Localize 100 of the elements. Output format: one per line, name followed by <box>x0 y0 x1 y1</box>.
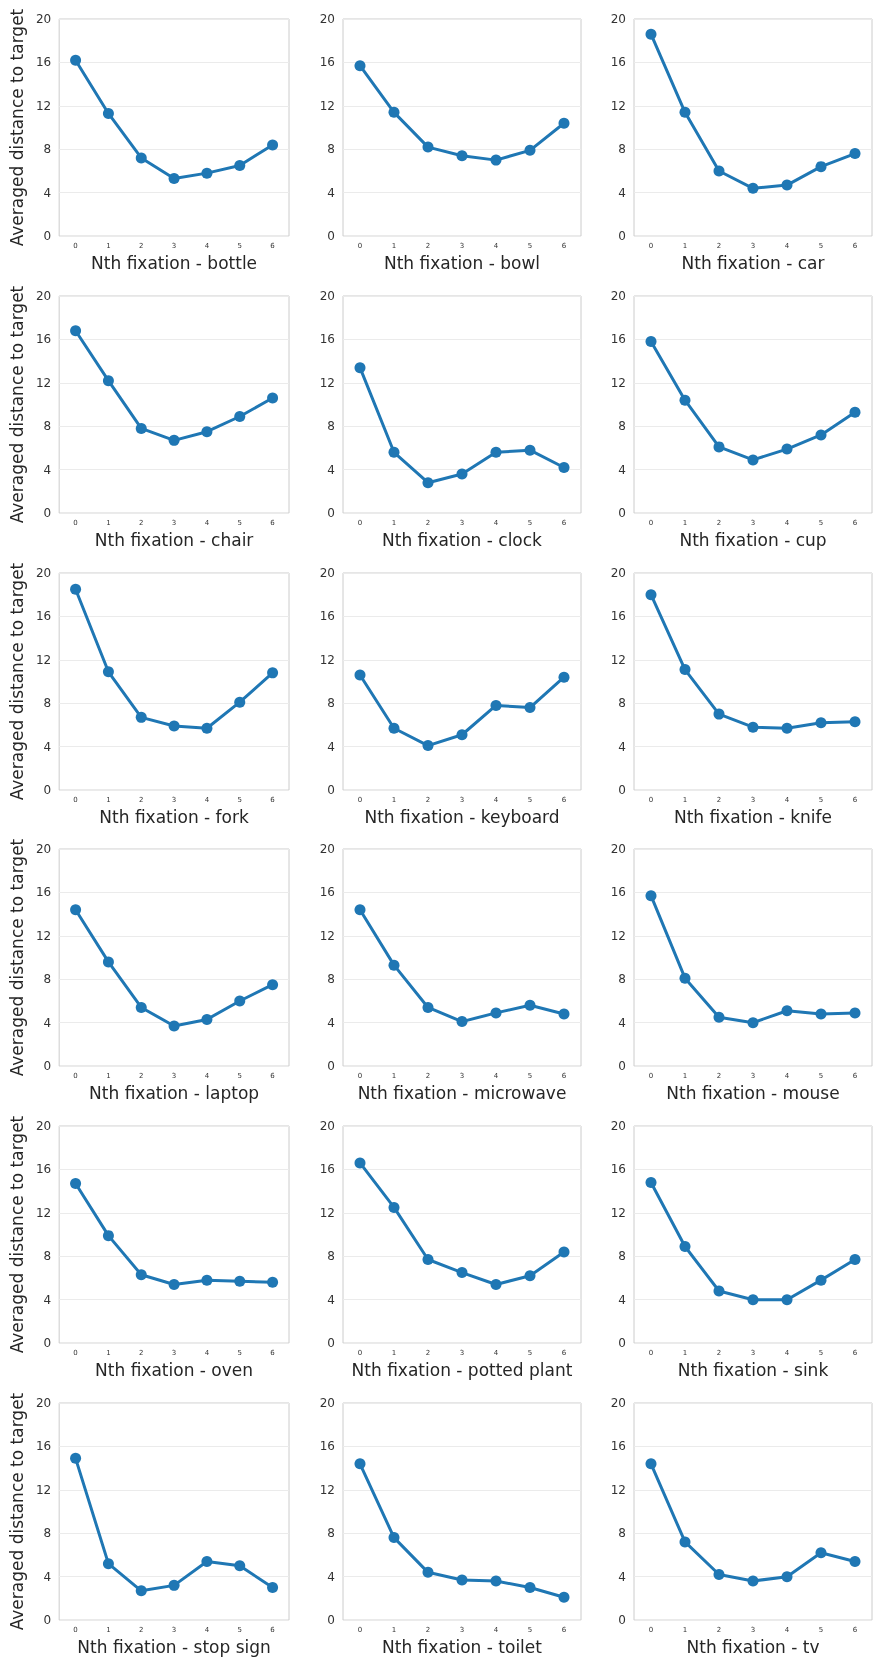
point <box>713 708 725 720</box>
point <box>102 107 114 119</box>
x-axis-title: Nth fixation - car <box>681 252 825 273</box>
y-tick-label: 16 <box>35 332 52 347</box>
y-tick-label: 4 <box>327 739 335 754</box>
point <box>234 1275 246 1287</box>
point <box>558 117 570 129</box>
y-tick-label: 12 <box>319 1482 335 1497</box>
x-axis-title: Nth fixation - sink <box>678 1359 829 1380</box>
point <box>524 1582 536 1594</box>
y-tick-label: 12 <box>35 1206 52 1221</box>
point <box>456 728 468 740</box>
x-axis-title: Nth fixation - microwave <box>357 1082 567 1103</box>
y-tick-label: 16 <box>319 55 335 70</box>
point <box>234 410 246 422</box>
y-tick-label: 20 <box>611 288 627 303</box>
point <box>168 720 180 732</box>
y-tick-label: 16 <box>611 885 627 900</box>
point <box>781 179 793 191</box>
point <box>524 444 536 456</box>
point <box>267 1582 279 1594</box>
point <box>679 394 691 406</box>
y-tick-label: 4 <box>618 1292 627 1307</box>
y-tick-label: 16 <box>611 1162 627 1177</box>
point <box>747 182 759 194</box>
point <box>490 154 502 166</box>
point <box>70 325 82 337</box>
point <box>490 1279 502 1291</box>
x-axis-title: Nth fixation - keyboard <box>364 806 560 827</box>
point <box>267 666 279 678</box>
y-tick-label: 8 <box>43 695 52 710</box>
y-tick-label: 8 <box>43 142 52 157</box>
x-axis-title: Nth fixation - toilet <box>381 1636 542 1657</box>
point <box>388 1532 400 1544</box>
point <box>422 1254 434 1266</box>
y-tick-label: 20 <box>35 1119 52 1134</box>
y-tick-label: 16 <box>611 1439 627 1454</box>
y-tick-label: 20 <box>611 12 627 26</box>
point <box>456 1574 468 1586</box>
point <box>168 1579 180 1591</box>
y-tick-label: 20 <box>611 565 627 580</box>
y-tick-label: 16 <box>319 885 335 900</box>
point <box>388 446 400 458</box>
y-tick-label: 4 <box>618 185 627 200</box>
y-tick-label: 12 <box>319 1206 335 1221</box>
y-tick-label: 12 <box>35 929 52 944</box>
y-tick-label: 8 <box>43 419 52 434</box>
point <box>645 588 657 600</box>
point <box>422 739 434 751</box>
y-tick-label: 12 <box>611 929 627 944</box>
x-axis-title: Nth fixation - tv <box>686 1636 820 1657</box>
y-tick-label: 4 <box>43 1569 52 1584</box>
y-tick-label: 20 <box>319 565 335 580</box>
y-tick-label: 20 <box>319 1396 335 1410</box>
point <box>354 904 366 916</box>
y-tick-label: 16 <box>35 1162 52 1177</box>
point <box>849 715 861 727</box>
point <box>747 1575 759 1587</box>
y-tick-label: 20 <box>35 12 52 26</box>
point <box>354 60 366 72</box>
y-tick-label: 12 <box>35 98 52 113</box>
y-tick-label: 12 <box>611 375 627 390</box>
point <box>102 1230 114 1242</box>
y-tick-label: 16 <box>319 332 335 347</box>
point <box>201 1555 213 1567</box>
point <box>234 995 246 1007</box>
point <box>422 1002 434 1014</box>
point <box>422 477 434 488</box>
point <box>815 429 827 441</box>
y-tick-label: 4 <box>618 462 627 477</box>
y-tick-label: 8 <box>618 1526 627 1541</box>
point <box>388 960 400 972</box>
x-axis-title: Nth fixation - clock <box>381 529 542 550</box>
y-tick-label: 8 <box>618 419 627 434</box>
y-tick-label: 12 <box>611 98 627 113</box>
y-tick-label: 12 <box>319 98 335 113</box>
y-tick-label: 4 <box>43 185 52 200</box>
x-axis-title: Nth fixation - laptop <box>89 1082 260 1103</box>
y-tick-label: 12 <box>35 652 52 667</box>
y-tick-label: 4 <box>327 185 335 200</box>
point <box>815 1547 827 1559</box>
y-tick-label: 4 <box>43 739 52 754</box>
y-tick-label: 4 <box>327 1016 335 1031</box>
y-tick-label: 8 <box>618 1249 627 1264</box>
x-axis-title: Nth fixation - potted plant <box>351 1359 573 1380</box>
y-tick-label: 16 <box>35 55 52 70</box>
y-tick-label: 4 <box>327 462 335 477</box>
x-axis-title: Nth fixation - fork <box>99 806 249 827</box>
point <box>388 106 400 118</box>
point <box>234 160 246 172</box>
point <box>490 1575 502 1587</box>
y-tick-label: 16 <box>319 609 335 624</box>
y-tick-label: 16 <box>35 885 52 900</box>
y-axis-title: Averaged distance to target <box>6 838 27 1077</box>
point <box>70 1178 82 1190</box>
point <box>815 716 827 728</box>
point <box>267 139 279 151</box>
point <box>781 443 793 455</box>
y-tick-label: 4 <box>43 1016 52 1031</box>
point <box>781 722 793 734</box>
